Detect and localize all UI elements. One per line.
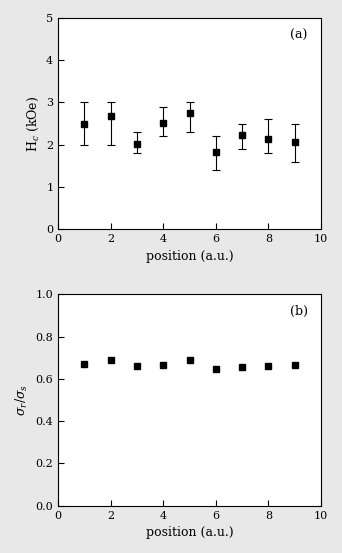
Y-axis label: $\sigma_r$/$\sigma_s$: $\sigma_r$/$\sigma_s$ [14, 384, 30, 416]
X-axis label: position (a.u.): position (a.u.) [146, 249, 233, 263]
Text: (a): (a) [290, 28, 308, 41]
X-axis label: position (a.u.): position (a.u.) [146, 526, 233, 539]
Text: (b): (b) [290, 305, 308, 318]
Y-axis label: H$_c$ (kOe): H$_c$ (kOe) [25, 96, 41, 152]
